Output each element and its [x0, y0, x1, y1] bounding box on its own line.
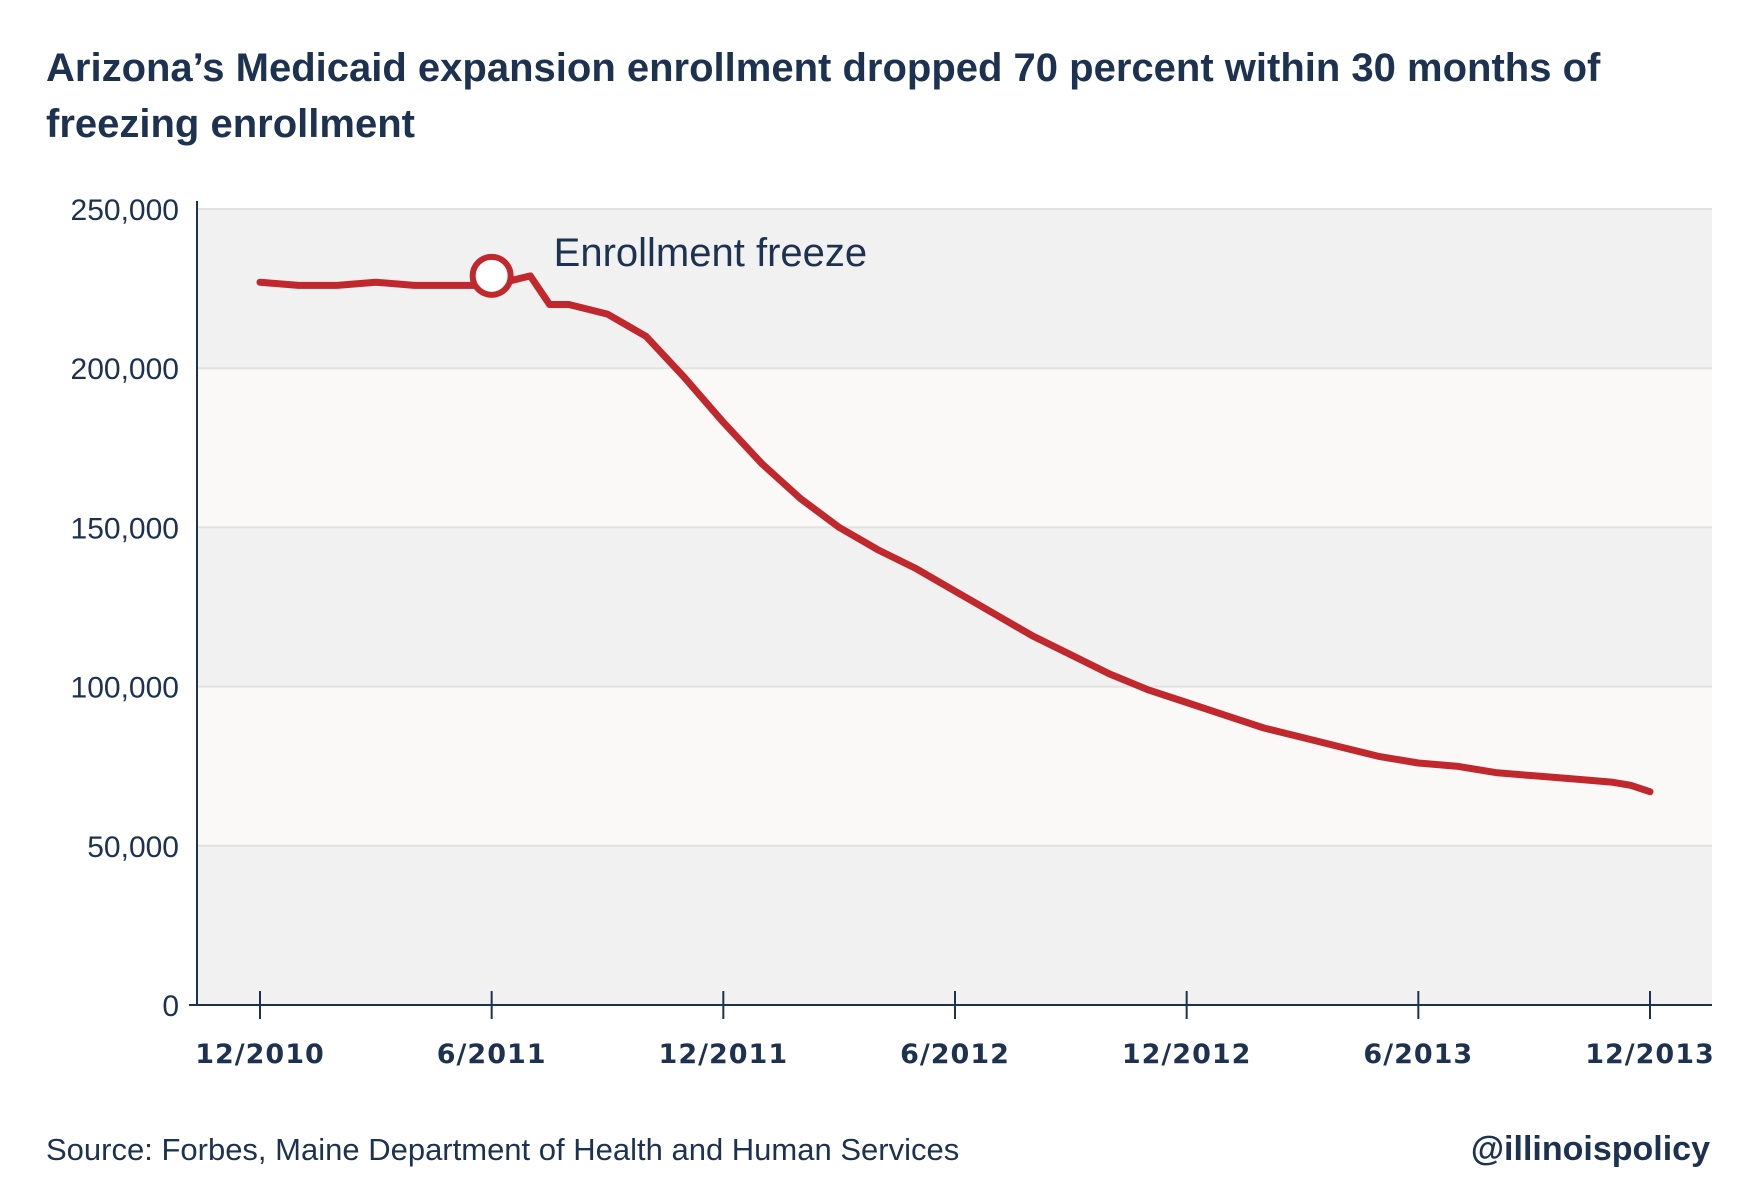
y-tick-label: 250,000: [71, 194, 179, 227]
x-tick-label: 12/2013: [1585, 1039, 1715, 1070]
x-tick-label: 6/2011: [437, 1039, 547, 1070]
band: [197, 527, 1712, 687]
social-handle: @illinoispolicy: [1470, 1130, 1710, 1168]
enrollment-freeze-marker: [469, 253, 514, 298]
x-tick-label: 12/2011: [659, 1039, 789, 1070]
y-tick-label: 150,000: [71, 512, 179, 545]
x-tick-label: 12/2012: [1122, 1039, 1252, 1070]
band: [197, 686, 1712, 846]
x-axis-ticks: 12/2010 6/2011 12/2011 6/2012 12/2012 6/2013 1…: [195, 991, 1715, 1070]
background-bands: [197, 209, 1712, 1005]
band: [197, 368, 1712, 528]
x-tick-label: 6/2013: [1363, 1039, 1473, 1070]
y-tick-label: 200,000: [71, 353, 179, 386]
y-tick-label: 100,000: [71, 672, 179, 705]
x-tick-label: 6/2012: [900, 1039, 1010, 1070]
gridlines: [197, 208, 1712, 847]
y-axis-ticks: 0 50,000 100,000 150,000 200,000 250,000: [71, 194, 179, 1023]
x-tick-label: 12/2010: [195, 1039, 325, 1070]
source-note: Source: Forbes, Maine Department of Heal…: [46, 1132, 960, 1167]
y-tick-label: 0: [162, 990, 179, 1023]
chart-title: Arizona’s Medicaid expansion enrollment …: [46, 46, 1601, 146]
enrollment-freeze-label: Enrollment freeze: [554, 231, 867, 275]
band: [197, 845, 1712, 1005]
y-tick-label: 50,000: [87, 831, 179, 864]
